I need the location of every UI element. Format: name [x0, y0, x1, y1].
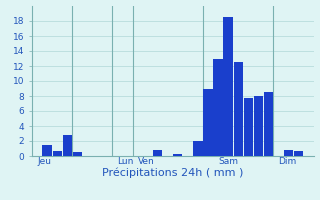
- Bar: [264, 92, 273, 156]
- Bar: [73, 152, 82, 156]
- Bar: [153, 150, 162, 156]
- Bar: [294, 151, 303, 156]
- Bar: [52, 151, 62, 156]
- Bar: [284, 150, 293, 156]
- Bar: [204, 88, 212, 156]
- Bar: [254, 96, 263, 156]
- Bar: [223, 17, 233, 156]
- X-axis label: Précipitations 24h ( mm ): Précipitations 24h ( mm ): [102, 168, 244, 178]
- Bar: [63, 135, 72, 156]
- Bar: [234, 62, 243, 156]
- Bar: [193, 141, 203, 156]
- Bar: [43, 145, 52, 156]
- Bar: [213, 58, 223, 156]
- Bar: [244, 98, 253, 156]
- Bar: [173, 154, 182, 156]
